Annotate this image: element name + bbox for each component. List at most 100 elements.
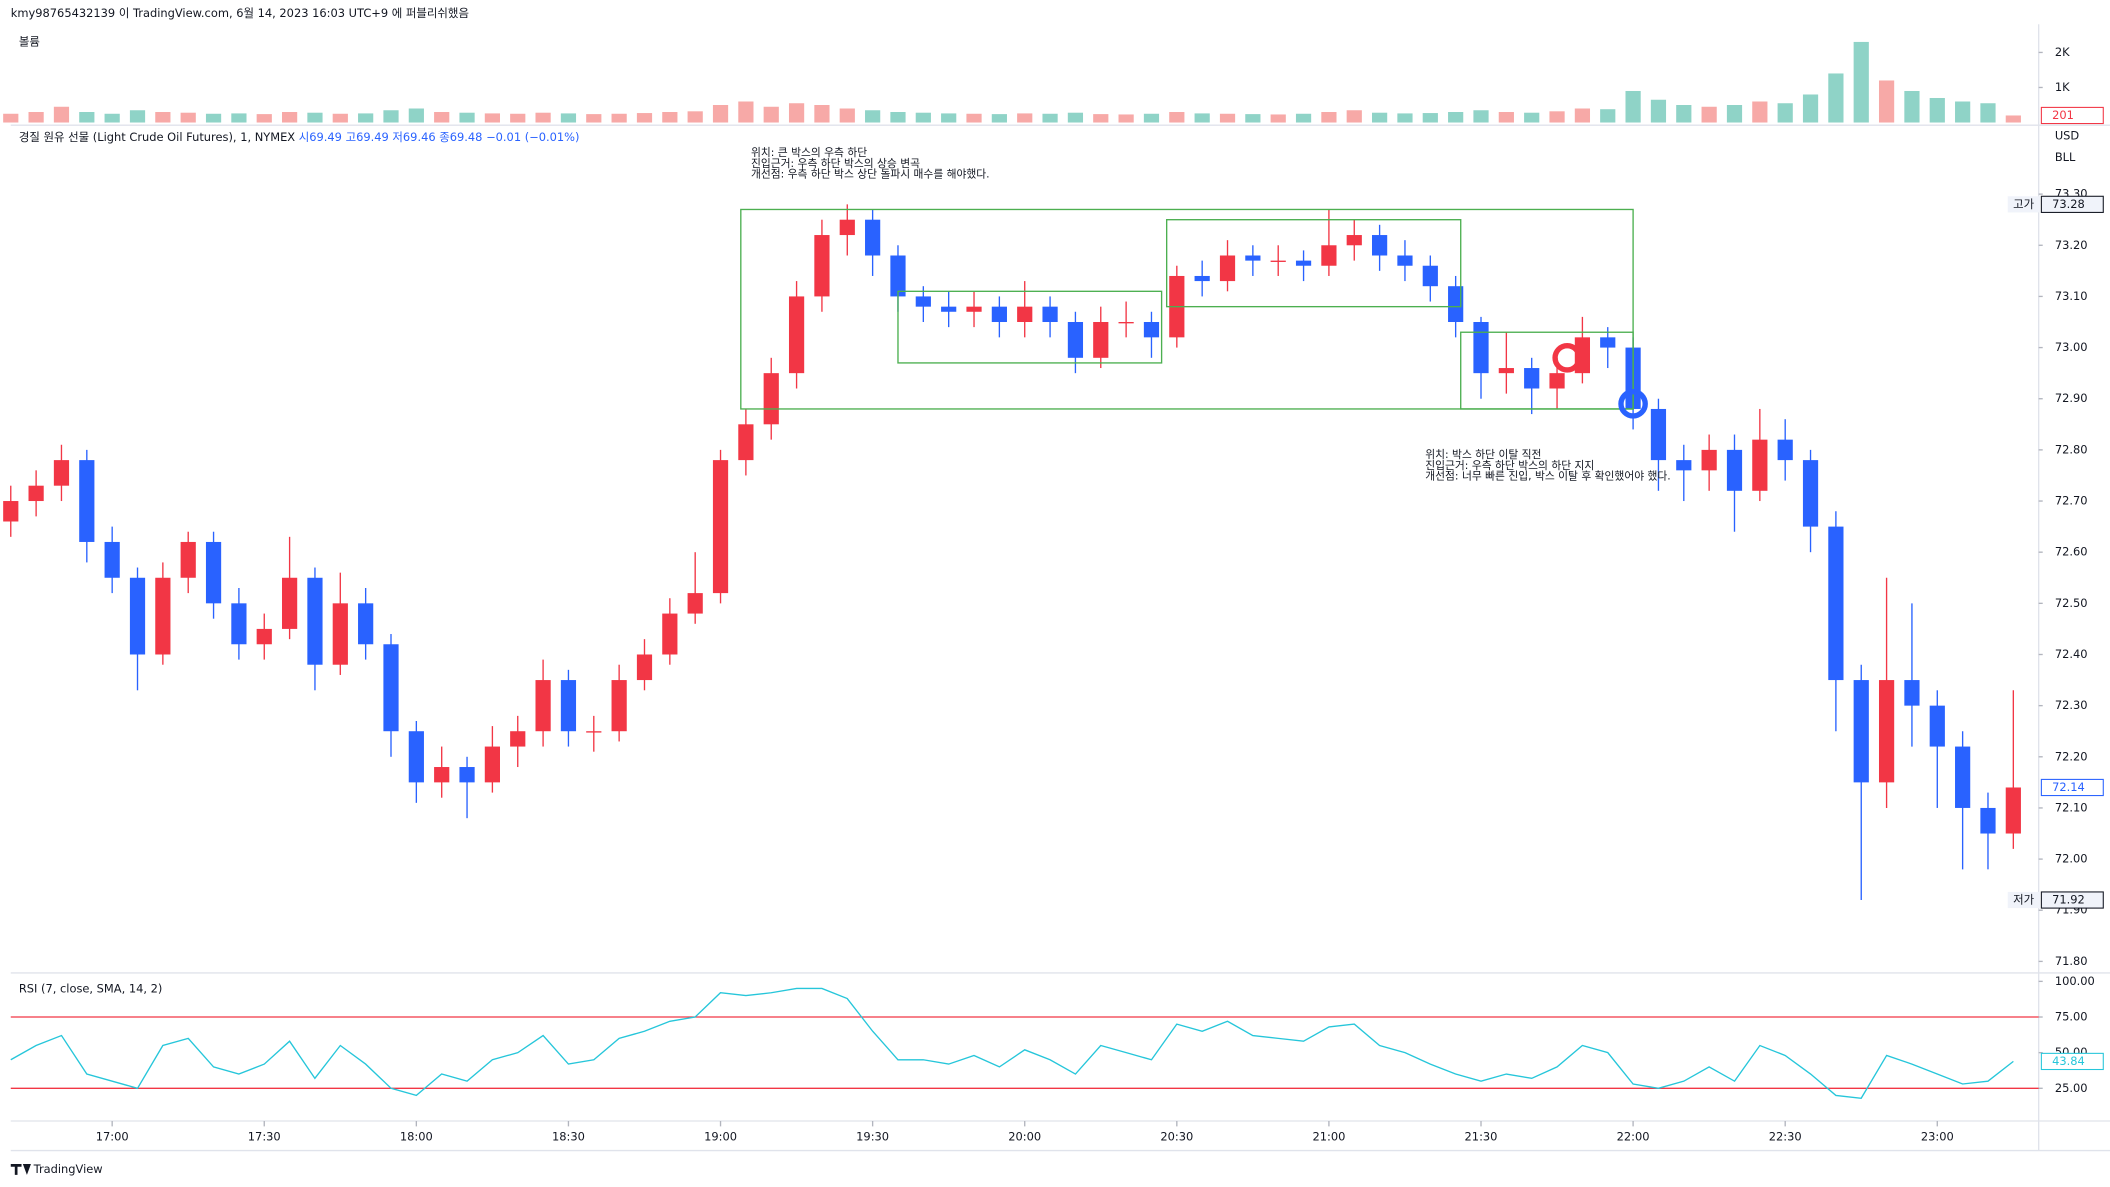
volume-bar bbox=[1194, 113, 1210, 123]
candle-body bbox=[662, 613, 678, 655]
candle-body bbox=[510, 731, 526, 747]
x-tick-label: 19:00 bbox=[704, 1130, 737, 1144]
candle-body bbox=[1498, 368, 1514, 374]
volume-bar bbox=[1904, 90, 1920, 123]
candle-body bbox=[915, 296, 931, 307]
candle-body bbox=[1422, 265, 1438, 287]
candle-body bbox=[129, 577, 146, 655]
y-tick-label: 72.20 bbox=[2055, 749, 2088, 763]
volume-bar bbox=[1726, 104, 1743, 123]
candle-body bbox=[865, 219, 881, 256]
high-tag-label: 고가 bbox=[2013, 197, 2035, 211]
candle-body bbox=[1828, 526, 1844, 681]
low-tag-value: 71.92 bbox=[2052, 893, 2085, 907]
volume-bar bbox=[535, 112, 551, 123]
candle-body bbox=[205, 541, 222, 604]
volume-bar bbox=[205, 113, 222, 123]
low-tag: 71.92 저가 bbox=[2007, 891, 2104, 909]
high-tag: 73.28 고가 bbox=[2007, 195, 2104, 213]
volume-bar bbox=[28, 112, 44, 123]
volume-tag-box bbox=[2040, 106, 2104, 125]
candle-body bbox=[79, 460, 95, 542]
volume-bar bbox=[180, 112, 196, 123]
y-tick-label: 100.00 bbox=[2055, 974, 2095, 988]
candle-body bbox=[1219, 255, 1236, 282]
volume-bar bbox=[687, 111, 703, 123]
volume-bar bbox=[712, 104, 729, 123]
x-tick-label: 20:30 bbox=[1160, 1130, 1193, 1144]
rsi-tag-value: 43.84 bbox=[2052, 1054, 2085, 1068]
volume-bar bbox=[155, 112, 171, 123]
candle-body bbox=[839, 219, 855, 236]
volume-bar bbox=[383, 110, 399, 123]
y-tick-label: 75.00 bbox=[2055, 1010, 2088, 1024]
volume-bar bbox=[332, 113, 348, 123]
volume-bar bbox=[256, 114, 272, 123]
candle-body bbox=[383, 644, 399, 732]
candle-body bbox=[535, 680, 551, 732]
candle-body bbox=[1397, 255, 1413, 266]
volume-bar bbox=[662, 112, 678, 123]
box-drawing bbox=[1460, 331, 1634, 410]
volume-bar bbox=[636, 113, 653, 123]
candle-body bbox=[712, 460, 729, 594]
candle-body bbox=[1017, 306, 1033, 323]
volume-bar bbox=[1397, 113, 1413, 123]
candle-body bbox=[1777, 439, 1793, 461]
candle-body bbox=[1802, 460, 1819, 527]
candle-body bbox=[1093, 322, 1109, 358]
candle-body bbox=[1676, 460, 1692, 471]
candle-body bbox=[332, 603, 348, 665]
volume-bar bbox=[408, 108, 424, 123]
candle-body bbox=[358, 603, 374, 645]
x-tick-label: 20:00 bbox=[1008, 1130, 1041, 1144]
volume-tag-value: 201 bbox=[2052, 108, 2074, 122]
volume-bar bbox=[3, 113, 19, 123]
currency: USD bbox=[2055, 128, 2080, 142]
volume-bar bbox=[1245, 114, 1261, 123]
volume-bar bbox=[1600, 109, 1616, 123]
volume-bar bbox=[1650, 99, 1667, 123]
low-tag-label-box bbox=[2007, 891, 2041, 909]
volume-bar bbox=[1498, 112, 1514, 123]
annotation-text: 위치: 큰 박스의 우측 하단 bbox=[751, 146, 867, 159]
volume-bar bbox=[1802, 94, 1819, 123]
y-tick-label: 72.00 bbox=[2055, 852, 2088, 866]
candle-body bbox=[1726, 449, 1743, 491]
unit: BLL bbox=[2055, 150, 2076, 164]
candle-body bbox=[788, 296, 805, 374]
candle-body bbox=[28, 485, 44, 502]
volume-tag: 201 bbox=[2040, 106, 2104, 125]
annotation-text: 진입근거: 우측 하단 박스의 상승 변곡 bbox=[751, 157, 920, 170]
candle-body bbox=[307, 577, 323, 665]
y-tick-label: 72.30 bbox=[2055, 698, 2088, 712]
x-tick-label: 22:30 bbox=[1769, 1130, 1802, 1144]
x-tick-label: 18:30 bbox=[552, 1130, 585, 1144]
y-tick-label: 72.10 bbox=[2055, 800, 2088, 814]
volume-bar bbox=[839, 108, 855, 123]
candle-body bbox=[1372, 235, 1388, 256]
candle-body bbox=[281, 577, 298, 629]
x-tick-label: 17:30 bbox=[248, 1130, 281, 1144]
high-tag-box bbox=[2040, 195, 2104, 213]
candle-body bbox=[231, 603, 247, 645]
volume-bar bbox=[814, 104, 830, 123]
volume-bar bbox=[611, 113, 627, 123]
volume-bar bbox=[788, 103, 805, 123]
volume-bar bbox=[1574, 108, 1591, 123]
volume-bar bbox=[1295, 113, 1312, 123]
volume-bar bbox=[1067, 112, 1084, 123]
candle-body bbox=[586, 731, 602, 733]
volume-bar bbox=[1093, 114, 1109, 123]
candle-body bbox=[155, 577, 171, 655]
volume-bars bbox=[3, 41, 2021, 123]
high-tag-label-box bbox=[2007, 196, 2041, 213]
candle-body bbox=[256, 628, 272, 645]
y-tick-label: 72.70 bbox=[2055, 494, 2088, 508]
candle-body bbox=[1980, 807, 1996, 834]
volume-bar bbox=[1955, 101, 1971, 123]
y-tick-label: 1K bbox=[2055, 80, 2070, 94]
